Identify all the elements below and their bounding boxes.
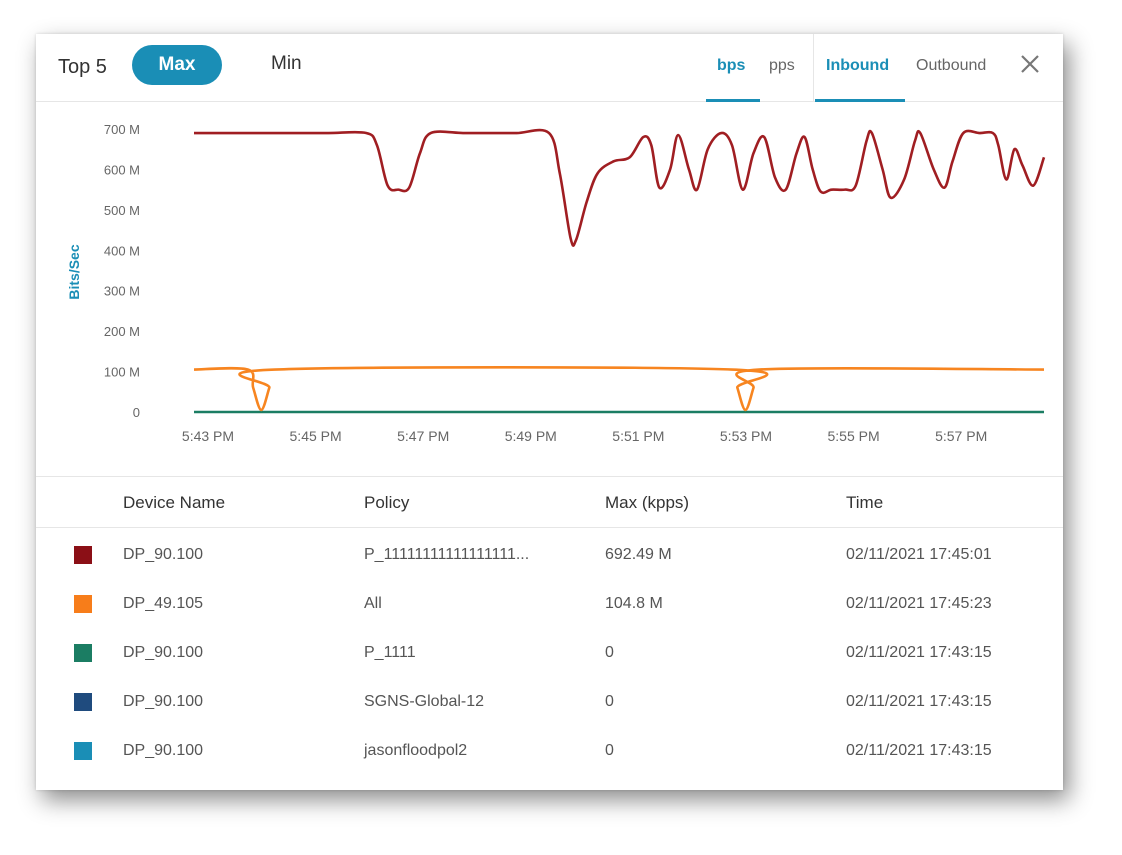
device-table-body: DP_90.100 P_11111111111111111... 692.49 …	[36, 532, 1063, 777]
header-device-name[interactable]: Device Name	[123, 493, 226, 512]
inbound-tab-indicator	[815, 99, 905, 102]
table-row[interactable]: DP_90.100 jasonfloodpol2 0 02/11/2021 17…	[36, 728, 1063, 777]
x-tick-label: 5:57 PM	[935, 428, 987, 444]
max-cell: 104.8 M	[605, 595, 663, 612]
series-color-swatch	[74, 546, 92, 564]
max-cell: 692.49 M	[605, 546, 672, 563]
bps-tab-indicator	[706, 99, 760, 102]
x-tick-label: 5:45 PM	[290, 428, 342, 444]
policy-cell: jasonfloodpol2	[364, 742, 468, 759]
tab-outbound[interactable]: Outbound	[916, 57, 987, 74]
policy-cell: All	[364, 595, 382, 612]
min-toggle-button[interactable]: Min	[271, 53, 302, 74]
y-tick-label: 300 M	[104, 284, 140, 299]
time-cell: 02/11/2021 17:43:15	[846, 644, 992, 661]
max-cell: 0	[605, 644, 614, 661]
time-cell: 02/11/2021 17:45:01	[846, 546, 992, 563]
y-tick-label: 0	[133, 405, 140, 420]
close-icon[interactable]	[1018, 52, 1042, 76]
table-row[interactable]: DP_49.105 All 104.8 M 02/11/2021 17:45:2…	[36, 581, 1063, 630]
time-cell: 02/11/2021 17:43:15	[846, 742, 992, 759]
y-axis-label: Bits/Sec	[66, 244, 82, 299]
max-toggle-button[interactable]: Max	[132, 45, 222, 85]
header-divider	[36, 527, 1063, 528]
series-color-swatch	[74, 595, 92, 613]
max-cell: 0	[605, 693, 614, 710]
x-tick-label: 5:43 PM	[182, 428, 234, 444]
series-line-dp90-p111	[193, 128, 1046, 247]
y-tick-label: 600 M	[104, 162, 140, 177]
policy-cell: P_11111111111111111...	[364, 546, 530, 563]
x-tick-label: 5:55 PM	[827, 428, 879, 444]
x-tick-label: 5:51 PM	[612, 428, 664, 444]
header-time[interactable]: Time	[846, 493, 884, 512]
table-row[interactable]: DP_90.100 P_11111111111111111... 692.49 …	[36, 532, 1063, 581]
device-name-cell: DP_90.100	[123, 644, 204, 661]
policy-cell: P_1111	[364, 644, 416, 661]
policy-cell: SGNS-Global-12	[364, 693, 485, 710]
series-line-dp49-all	[193, 365, 1045, 412]
x-tick-label: 5:53 PM	[720, 428, 772, 444]
x-tick-label: 5:47 PM	[397, 428, 449, 444]
max-cell: 0	[605, 742, 614, 759]
table-row[interactable]: DP_90.100 SGNS-Global-12 0 02/11/2021 17…	[36, 679, 1063, 728]
tab-inbound[interactable]: Inbound	[826, 57, 890, 74]
header-max[interactable]: Max (kpps)	[605, 493, 690, 512]
y-tick-label: 100 M	[104, 365, 140, 380]
series-color-swatch	[74, 644, 92, 662]
tab-divider	[813, 34, 814, 102]
table-divider	[36, 476, 1063, 477]
device-name-cell: DP_49.105	[123, 595, 204, 612]
panel-header: Top 5 Max Min bps pps Inbound Outbound	[36, 34, 1063, 102]
tab-bps[interactable]: bps	[717, 57, 746, 74]
y-tick-label: 500 M	[104, 203, 140, 218]
header-policy[interactable]: Policy	[364, 493, 410, 512]
device-name-cell: DP_90.100	[123, 546, 204, 563]
device-name-cell: DP_90.100	[123, 693, 204, 710]
time-cell: 02/11/2021 17:43:15	[846, 693, 992, 710]
traffic-chart: 700 M 600 M 500 M 400 M 300 M 200 M 100 M 0 Bits…	[66, 122, 1046, 444]
tab-pps[interactable]: pps	[769, 57, 795, 74]
series-color-swatch	[74, 742, 92, 760]
time-cell: 02/11/2021 17:45:23	[846, 595, 992, 612]
x-tick-label: 5:49 PM	[505, 428, 557, 444]
top5-panel: Top 5 Max Min bps pps Inbound Outbound 7…	[36, 34, 1063, 790]
y-tick-label: 400 M	[104, 243, 140, 258]
top5-label: Top 5	[58, 56, 107, 78]
series-color-swatch	[74, 693, 92, 711]
table-row[interactable]: DP_90.100 P_1111 0 02/11/2021 17:43:15	[36, 630, 1063, 679]
y-tick-label: 700 M	[104, 122, 140, 137]
device-name-cell: DP_90.100	[123, 742, 204, 759]
y-tick-label: 200 M	[104, 324, 140, 339]
